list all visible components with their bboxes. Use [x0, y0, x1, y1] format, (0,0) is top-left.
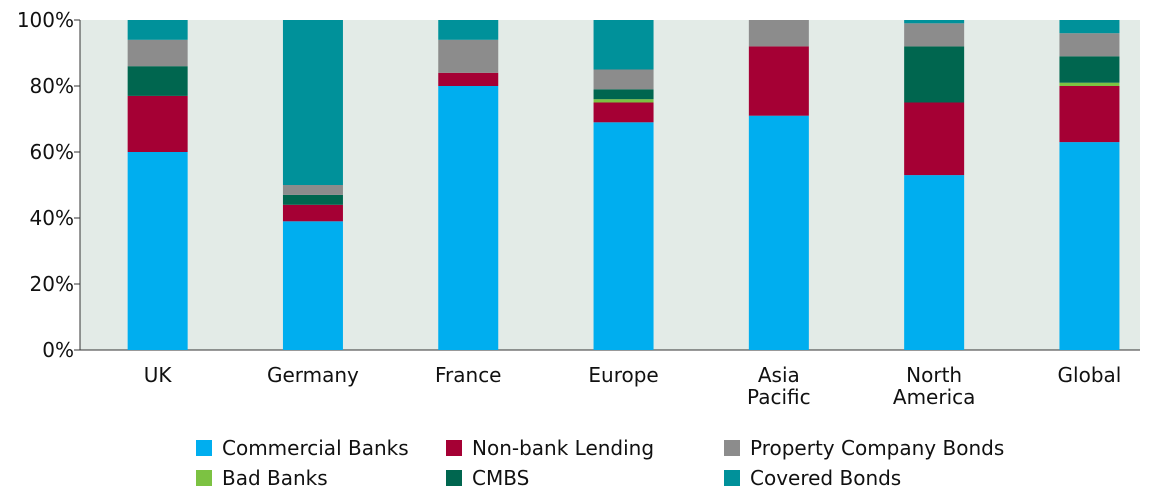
bar-segment [904, 102, 965, 176]
bar-segment [438, 20, 499, 40]
legend-swatch [446, 470, 462, 486]
bar-segment [282, 20, 343, 185]
legend-label: Commercial Banks [222, 436, 409, 460]
bar-segment [1059, 142, 1120, 350]
y-tick-label: 60% [29, 140, 74, 164]
bar-segment [438, 39, 499, 73]
bar-segment [748, 20, 809, 47]
y-tick-label: 80% [29, 74, 74, 98]
bar-segment [904, 46, 965, 103]
x-tick-label: UK [143, 363, 172, 387]
bar-segment [1059, 86, 1120, 143]
bar-segment [904, 175, 965, 350]
legend-swatch [196, 470, 212, 486]
bar-segment [593, 102, 654, 123]
legend-swatch [446, 440, 462, 456]
bar-segment [593, 69, 654, 90]
legend-label: CMBS [472, 466, 530, 490]
bar-segment [1059, 33, 1120, 57]
x-tick-label: France [434, 363, 502, 387]
legend-swatch [196, 440, 212, 456]
bar-segment [1059, 20, 1120, 34]
x-tick-label: North America [892, 363, 976, 409]
bar-segment [282, 185, 343, 195]
bar-segment [127, 152, 188, 350]
bar-segment [127, 39, 188, 67]
bar-segment [1059, 56, 1120, 83]
legend-swatch [724, 440, 740, 456]
y-tick-label: 40% [29, 206, 74, 230]
bar-segment [282, 194, 343, 205]
legend-label: Covered Bonds [750, 466, 902, 490]
bar-segment [1059, 82, 1120, 86]
bar-segment [127, 20, 188, 40]
bar-segment [593, 89, 654, 100]
x-tick-label: Global [1057, 363, 1122, 387]
x-tick-label: Germany [266, 363, 359, 387]
bar-segment [593, 122, 654, 350]
x-tick-label: Asia Pacific [747, 363, 811, 409]
bar-segment [748, 46, 809, 116]
bar-segment [438, 72, 499, 86]
legend-label: Property Company Bonds [750, 436, 1005, 460]
bar-segment [127, 95, 188, 152]
legend-label: Bad Banks [222, 466, 328, 490]
bar-segment [282, 221, 343, 350]
bar-segment [904, 20, 965, 24]
y-tick-label: 20% [29, 272, 74, 296]
x-tick-label: Europe [588, 363, 659, 387]
legend-label: Non-bank Lending [472, 436, 655, 460]
bar-segment [748, 115, 809, 350]
bar-segment [904, 23, 965, 47]
bar-segment [282, 204, 343, 222]
y-tick-label: 100% [16, 8, 74, 32]
bar-segment [593, 20, 654, 70]
bar-segment [593, 99, 654, 103]
bar-segment [127, 66, 188, 96]
bar-segment [438, 86, 499, 350]
y-tick-label: 0% [42, 338, 74, 362]
legend-swatch [724, 470, 740, 486]
